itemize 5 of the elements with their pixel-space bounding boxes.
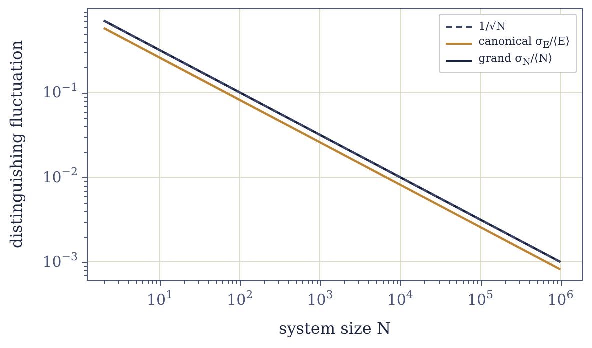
legend-label: canonical σ$_{E}$/⟨E⟩ bbox=[478, 35, 570, 52]
legend-label: grand σ$_{N}$/⟨N⟩ bbox=[478, 52, 553, 69]
x-axis-title: system size N bbox=[279, 319, 391, 338]
y-axis-title: distinguishing fluctuation bbox=[7, 40, 26, 249]
legend-label: 1/√N bbox=[478, 20, 506, 33]
